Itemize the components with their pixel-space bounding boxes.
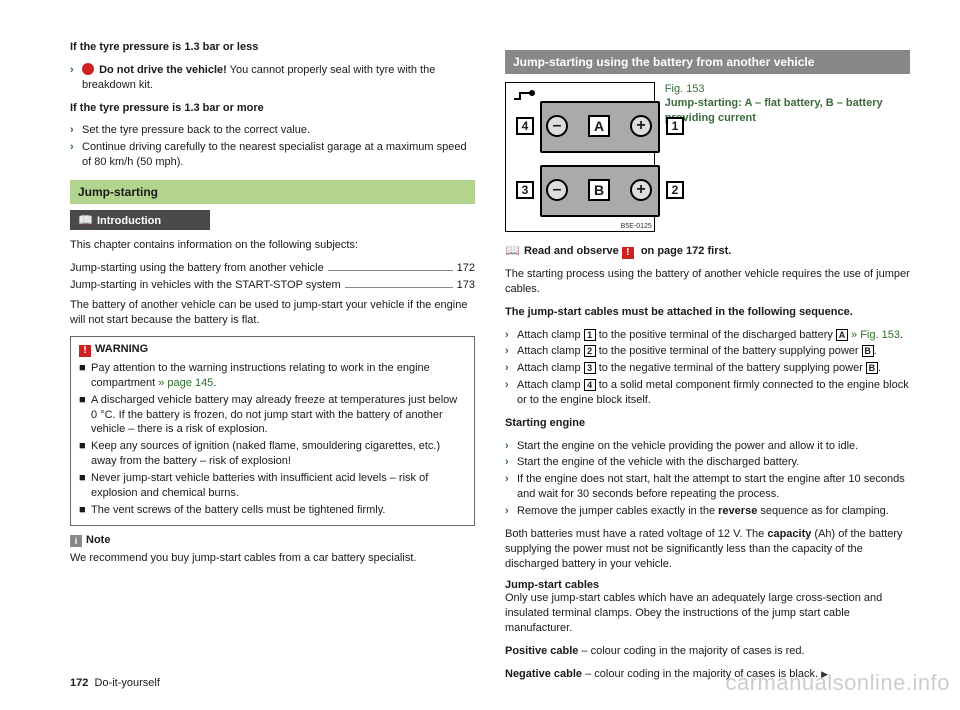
right-column: Jump-starting using the battery from ano… xyxy=(505,40,910,690)
read-observe: 📖Read and observe ! on page 172 first. xyxy=(505,242,910,259)
chevron-icon: › xyxy=(505,344,513,359)
square-bullet-icon: ■ xyxy=(79,439,87,469)
stop-icon xyxy=(82,63,94,75)
heading-tyre-more: If the tyre pressure is 1.3 bar or more xyxy=(70,101,475,116)
terminal-neg-a: – xyxy=(546,115,568,137)
figure-code: B5E-0125 xyxy=(621,223,652,230)
terminal-pos-b: + xyxy=(630,179,652,201)
bullet-text: Continue driving carefully to the neares… xyxy=(82,140,475,170)
toc-leader xyxy=(328,270,453,271)
heading-jump-starting: Jump-starting xyxy=(70,180,475,204)
chevron-icon: › xyxy=(505,361,513,376)
left-column: If the tyre pressure is 1.3 bar or less … xyxy=(70,40,475,690)
watermark: carmanualsonline.info xyxy=(725,670,950,696)
toc-page: 173 xyxy=(457,278,475,292)
chevron-icon: › xyxy=(505,472,513,502)
toc-label: Jump-starting in vehicles with the START… xyxy=(70,278,341,292)
heading-procedure: Jump-starting using the battery from ano… xyxy=(505,50,910,74)
chevron-icon: › xyxy=(505,378,513,408)
square-bullet-icon: ■ xyxy=(79,361,87,391)
step-4: › Attach clamp 4 to a solid metal compon… xyxy=(505,378,910,408)
key-1: 1 xyxy=(584,329,596,341)
chevron-icon: › xyxy=(70,123,78,138)
clamp-label-1: 1 xyxy=(666,117,684,135)
chevron-icon: › xyxy=(70,140,78,170)
warning-icon: ! xyxy=(79,345,91,357)
terminal-neg-b: – xyxy=(546,179,568,201)
heading-tyre-less: If the tyre pressure is 1.3 bar or less xyxy=(70,40,475,55)
book-icon: 📖 xyxy=(505,243,520,257)
key-a: A xyxy=(836,329,848,341)
jsc-heading: Jump-start cables xyxy=(505,579,910,591)
toc-row: Jump-starting using the battery from ano… xyxy=(70,261,475,275)
intro-paragraph: This chapter contains information on the… xyxy=(70,238,475,253)
bullet-set-pressure: › Set the tyre pressure back to the corr… xyxy=(70,123,475,138)
toc-row: Jump-starting in vehicles with the START… xyxy=(70,278,475,292)
chevron-icon: › xyxy=(505,455,513,470)
chevron-icon: › xyxy=(505,328,513,343)
positive-cable: Positive cable – colour coding in the ma… xyxy=(505,644,910,659)
section-name: Do-it-yourself xyxy=(94,677,159,689)
chevron-icon: › xyxy=(505,439,513,454)
square-bullet-icon: ■ xyxy=(79,503,87,518)
terminal-pos-a: + xyxy=(630,115,652,137)
page-number: 172 xyxy=(70,677,88,689)
figure-block: – + A 4 1 – + B 3 2 B5E-0125 Fig. 153 Ju… xyxy=(505,82,910,232)
square-bullet-icon: ■ xyxy=(79,393,87,438)
do-not-drive-text: Do not drive the vehicle! xyxy=(99,64,227,76)
warning-box: !WARNING ■ Pay attention to the warning … xyxy=(70,336,475,526)
warning-bullet: ■ Keep any sources of ignition (naked fl… xyxy=(79,439,466,469)
bullet-do-not-drive: › Do not drive the vehicle! You cannot p… xyxy=(70,63,475,93)
toc-label: Jump-starting using the battery from ano… xyxy=(70,261,324,275)
bullet-text: Set the tyre pressure back to the correc… xyxy=(82,123,310,138)
chevron-icon: › xyxy=(70,63,78,93)
start-step: ›Remove the jumper cables exactly in the… xyxy=(505,504,910,519)
page-ref-link: » page 145 xyxy=(158,377,213,389)
intro-paragraph-2: The battery of another vehicle can be us… xyxy=(70,298,475,328)
sequence-heading: The jump-start cables must be attached i… xyxy=(505,305,910,320)
start-step: ›Start the engine of the vehicle with th… xyxy=(505,455,910,470)
start-step: ›Start the engine on the vehicle providi… xyxy=(505,439,910,454)
toc-leader xyxy=(345,287,453,288)
clamp-label-2: 2 xyxy=(666,181,684,199)
warning-bullet: ■ Pay attention to the warning instructi… xyxy=(79,361,466,391)
paragraph-starting-process: The starting process using the battery o… xyxy=(505,267,910,297)
page-footer: 172 Do-it-yourself xyxy=(70,677,160,689)
warning-heading: !WARNING xyxy=(79,343,466,357)
key-3: 3 xyxy=(584,362,596,374)
battery-label-b: B xyxy=(588,179,610,201)
key-4: 4 xyxy=(584,379,596,391)
note-heading: iNote xyxy=(70,534,475,547)
warning-bullet: ■ Never jump-start vehicle batteries wit… xyxy=(79,471,466,501)
figure-caption: Fig. 153 Jump-starting: A – flat battery… xyxy=(665,82,910,232)
jsc-paragraph: Only use jump-start cables which have an… xyxy=(505,591,910,636)
note-paragraph: We recommend you buy jump-start cables f… xyxy=(70,551,475,566)
battery-label-a: A xyxy=(588,115,610,137)
clamp-label-4: 4 xyxy=(516,117,534,135)
step-1: › Attach clamp 1 to the positive termina… xyxy=(505,328,910,343)
start-step: ›If the engine does not start, halt the … xyxy=(505,472,910,502)
bullet-continue-driving: › Continue driving carefully to the near… xyxy=(70,140,475,170)
fig-ref-link: » Fig. 153 xyxy=(851,329,900,341)
square-bullet-icon: ■ xyxy=(79,471,87,501)
subheading-introduction: 📖Introduction xyxy=(70,210,210,230)
step-3: › Attach clamp 3 to the negative termina… xyxy=(505,361,910,376)
warning-bullet: ■ A discharged vehicle battery may alrea… xyxy=(79,393,466,438)
key-b: B xyxy=(866,362,878,374)
figure-diagram: – + A 4 1 – + B 3 2 B5E-0125 xyxy=(505,82,655,232)
note-icon: i xyxy=(70,535,82,547)
ground-bolt-icon xyxy=(512,89,538,115)
step-2: › Attach clamp 2 to the positive termina… xyxy=(505,344,910,359)
warning-bullet: ■ The vent screws of the battery cells m… xyxy=(79,503,466,518)
clamp-label-3: 3 xyxy=(516,181,534,199)
book-icon: 📖 xyxy=(78,213,93,227)
paragraph-voltage: Both batteries must have a rated voltage… xyxy=(505,527,910,572)
key-b: B xyxy=(862,345,874,357)
key-2: 2 xyxy=(584,345,596,357)
starting-engine-heading: Starting engine xyxy=(505,416,910,431)
chevron-icon: › xyxy=(505,504,513,519)
warning-icon: ! xyxy=(622,247,634,259)
toc-page: 172 xyxy=(457,261,475,275)
